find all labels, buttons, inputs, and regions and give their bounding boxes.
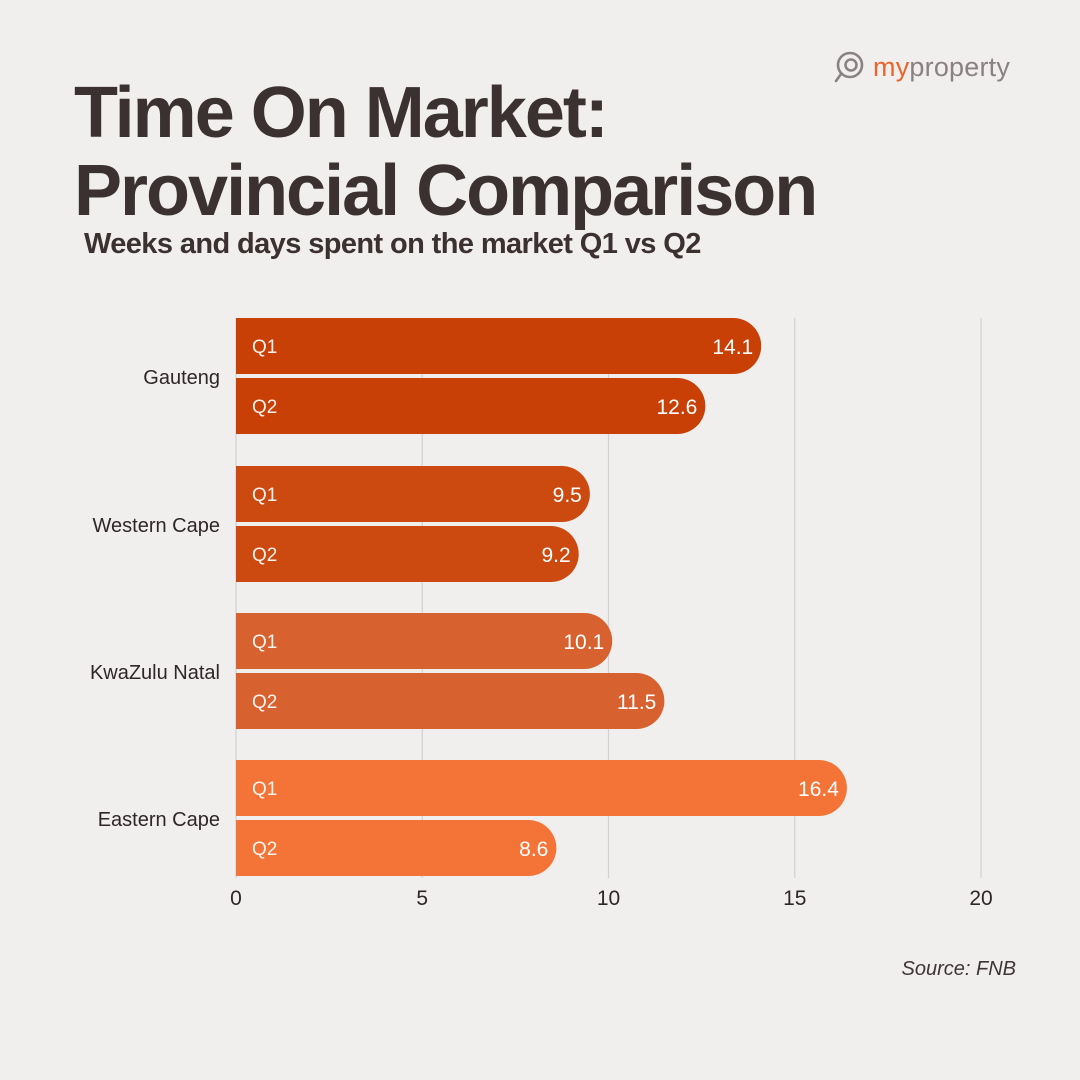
bar-series-label: Q1: [252, 337, 277, 358]
bar: [236, 673, 665, 729]
x-tick-label: 5: [416, 887, 428, 910]
logo-wordmark: myproperty: [873, 50, 1010, 84]
bar-series-label: Q2: [252, 692, 277, 713]
page-subtitle: Weeks and days spent on the market Q1 vs…: [84, 228, 701, 260]
page-title-line1: Time On Market:: [74, 73, 609, 153]
bar-series-label: Q1: [252, 485, 277, 506]
x-tick-label: 15: [783, 887, 806, 910]
data-label: 12.6: [656, 396, 697, 419]
bar-series-label: Q2: [252, 397, 277, 418]
source-note: Source: FNB: [901, 958, 1016, 980]
bar: [236, 466, 590, 522]
bar-series-label: Q2: [252, 839, 277, 860]
category-label: Western Cape: [93, 515, 220, 537]
bar: [236, 613, 613, 669]
x-axis: 0 5 10 15 20: [230, 887, 993, 910]
brand-logo: myproperty: [833, 50, 1010, 84]
category-label: KwaZulu Natal: [90, 662, 220, 684]
category-label: Eastern Cape: [98, 809, 220, 831]
bar: [236, 378, 706, 435]
page-title-line2: Provincial Comparison: [74, 151, 818, 231]
bar: [236, 526, 579, 582]
bar-series-label: Q1: [252, 779, 277, 800]
data-label: 8.6: [519, 838, 548, 861]
chart-bars: Gauteng Q1 14.1 Q2 12.6 Western Cape Q1 9.5 Q2 9.…: [90, 318, 847, 876]
page-title: Time On Market: Provincial Comparison: [74, 73, 818, 231]
logo-text-my: my: [873, 52, 910, 82]
category-label: Gauteng: [143, 367, 220, 389]
x-tick-label: 20: [969, 887, 992, 910]
data-label: 14.1: [712, 336, 753, 359]
x-tick-label: 10: [597, 887, 620, 910]
logo-text-property: property: [909, 52, 1011, 82]
data-label: 9.2: [541, 544, 570, 567]
data-label: 9.5: [553, 484, 582, 507]
bar-series-label: Q1: [252, 632, 277, 653]
data-label: 11.5: [617, 691, 656, 714]
bar: [236, 760, 847, 816]
bar: [236, 318, 762, 374]
data-label: 10.1: [563, 631, 604, 654]
data-label: 16.4: [798, 778, 839, 801]
x-tick-label: 0: [230, 887, 242, 910]
magnifier-house-icon: [834, 51, 864, 83]
bar-series-label: Q2: [252, 545, 277, 566]
bar: [236, 820, 557, 876]
